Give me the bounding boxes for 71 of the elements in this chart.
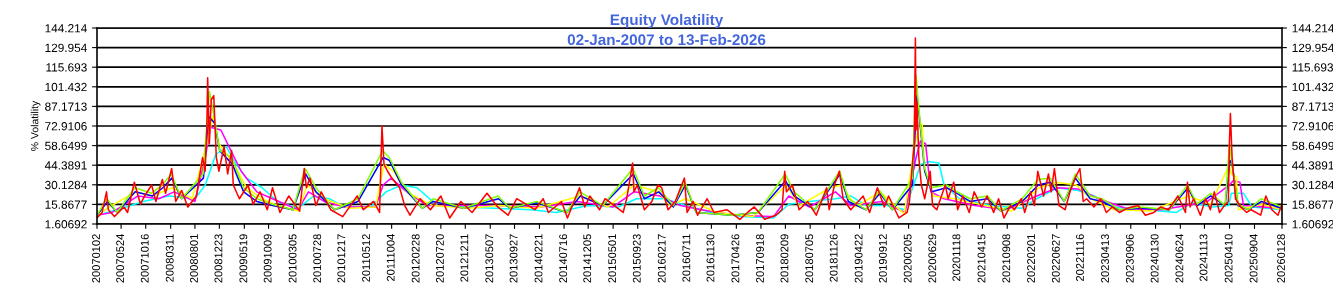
x-tick-label: 20230413 bbox=[1101, 234, 1109, 283]
x-tick-label: 20150923 bbox=[632, 234, 641, 283]
x-tick-label: 20101217 bbox=[337, 234, 346, 283]
y2-tick-label: 72.9106 bbox=[1292, 122, 1333, 131]
x-tick-label: 20210908 bbox=[1002, 234, 1011, 283]
x-tick-label: 20150501 bbox=[608, 234, 617, 283]
x-tick-label: 20240624 bbox=[1175, 234, 1184, 283]
x-tick-label: 20241113 bbox=[1199, 234, 1208, 281]
y2-tick-label: 44.3891 bbox=[1291, 161, 1333, 170]
y-tick-label: 44.3891 bbox=[44, 161, 87, 170]
x-tick-label: 20111004 bbox=[386, 234, 395, 281]
x-tick-label: 20240130 bbox=[1150, 234, 1159, 283]
y-tick-label: 129.954 bbox=[45, 43, 87, 52]
x-tick-label: 20070524 bbox=[116, 234, 125, 283]
x-tick-label: 20181126 bbox=[829, 234, 838, 282]
x-tick-label: 20080801 bbox=[190, 234, 198, 283]
x-tick-label: 20091009 bbox=[263, 234, 272, 283]
y-tick-label: 87.1713 bbox=[45, 102, 87, 111]
y-tick-label: 115.693 bbox=[46, 63, 87, 72]
x-tick-label: 20200629 bbox=[928, 234, 937, 283]
x-tick-label: 20130927 bbox=[509, 234, 518, 283]
x-tick-label: 20220627 bbox=[1051, 234, 1060, 283]
x-tick-label: 20140716 bbox=[559, 234, 568, 283]
x-tick-label: 20071016 bbox=[140, 234, 149, 283]
x-tick-label: 20180705 bbox=[805, 234, 814, 283]
x-tick-label: 20250904 bbox=[1249, 234, 1258, 283]
x-tick-label: 20161130 bbox=[706, 234, 715, 282]
chart-subtitle: 02-Jan-2007 to 13-Feb-2026 bbox=[567, 33, 766, 46]
y2-tick-label: 101.432 bbox=[1292, 82, 1333, 92]
y-axis-title: % Volatility bbox=[30, 100, 41, 151]
x-tick-label: 20260128 bbox=[1277, 234, 1285, 283]
x-tick-label: 20180209 bbox=[780, 234, 789, 283]
x-tick-label: 20170426 bbox=[731, 234, 740, 283]
y2-tick-label: 115.693 bbox=[1292, 63, 1333, 72]
y-tick-label: 58.6499 bbox=[45, 141, 87, 150]
y2-tick-label: 1.60692 bbox=[1292, 220, 1333, 229]
x-tick-label: 20100728 bbox=[313, 234, 322, 283]
y-tick-label: 101.432 bbox=[45, 82, 87, 92]
x-tick-label: 20200205 bbox=[903, 234, 912, 283]
y2-tick-label: 58.6499 bbox=[1292, 141, 1333, 150]
x-tick-label: 20230906 bbox=[1125, 234, 1134, 283]
x-tick-label: 20160711 bbox=[682, 234, 691, 282]
x-tick-label: 20210415 bbox=[977, 234, 986, 283]
x-tick-label: 20190422 bbox=[854, 234, 863, 283]
y2-tick-label: 87.1713 bbox=[1292, 102, 1333, 111]
x-tick-label: 20140221 bbox=[534, 234, 543, 283]
x-tick-label: 20250410 bbox=[1224, 234, 1233, 283]
x-tick-label: 20160217 bbox=[657, 234, 666, 283]
x-tick-label: 20201118 bbox=[952, 234, 961, 281]
x-tick-label: 20070102 bbox=[92, 234, 100, 283]
x-tick-label: 20120228 bbox=[411, 234, 420, 283]
x-tick-label: 20090519 bbox=[239, 234, 248, 283]
x-tick-label: 20220201 bbox=[1027, 234, 1035, 283]
x-tick-label: 20110512 bbox=[362, 234, 371, 282]
x-tick-label: 20120720 bbox=[435, 234, 444, 283]
x-tick-label: 20190912 bbox=[878, 234, 887, 283]
y-tick-label: 15.8677 bbox=[45, 200, 87, 209]
y-tick-label: 1.60692 bbox=[45, 220, 87, 229]
x-tick-label: 20141205 bbox=[583, 234, 592, 283]
x-tick-label: 20100305 bbox=[288, 234, 297, 283]
x-tick-label: 20121211 bbox=[460, 234, 469, 282]
x-tick-label: 20130507 bbox=[485, 234, 494, 283]
y2-tick-label: 15.8677 bbox=[1292, 200, 1333, 209]
y-tick-label: 144.214 bbox=[45, 24, 87, 33]
x-tick-label: 20170918 bbox=[756, 234, 764, 283]
chart-title: Equity Volatility bbox=[610, 13, 724, 29]
x-tick-label: 20221116 bbox=[1075, 234, 1084, 281]
x-tick-label: 20081223 bbox=[214, 234, 223, 283]
y-tick-label: 72.9106 bbox=[45, 122, 87, 131]
x-tick-label: 20080311 bbox=[165, 234, 174, 282]
y-tick-label: 30.1284 bbox=[45, 180, 87, 190]
